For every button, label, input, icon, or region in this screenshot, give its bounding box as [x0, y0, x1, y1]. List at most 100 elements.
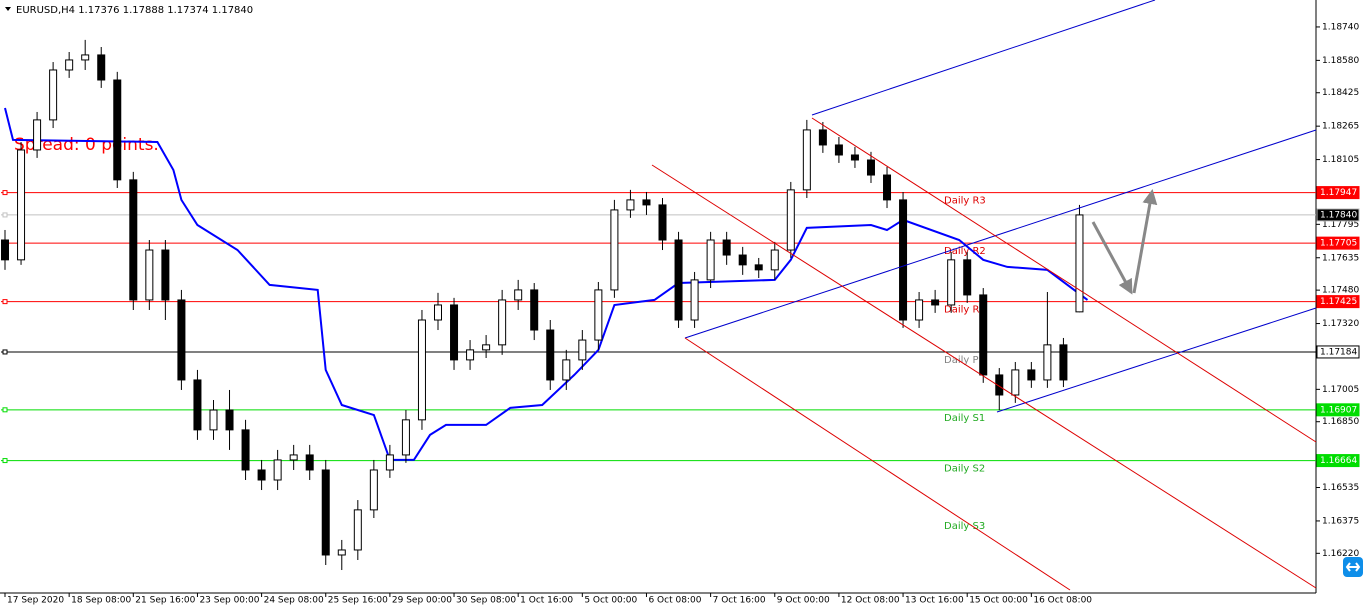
price-box-label: 1.17947 [1320, 188, 1357, 198]
level-marker [2, 349, 8, 355]
candle-body [770, 249, 779, 271]
candle-body [562, 359, 571, 381]
price-box [1316, 403, 1360, 417]
level-marker [2, 190, 8, 196]
candle-body [417, 319, 426, 421]
candle-body [1011, 369, 1020, 396]
candle-body [818, 129, 827, 146]
y-tick-label: 1.18105 [1322, 155, 1359, 165]
candle-body [947, 259, 956, 306]
candle-body [225, 409, 234, 431]
trend-line [811, 0, 1156, 116]
level-marker [2, 212, 8, 218]
y-tick-label: 1.17795 [1322, 220, 1359, 230]
candle-body [931, 299, 940, 306]
candle-body [433, 304, 442, 321]
x-tick-label: 12 Oct 08:00 [841, 596, 900, 606]
candle-body [81, 54, 90, 61]
candle-body [49, 69, 58, 121]
candle-body [177, 299, 186, 381]
candle-body [129, 179, 138, 301]
level-marker [2, 407, 8, 413]
trend-line [651, 164, 1317, 589]
candle-body [866, 159, 875, 176]
candle-body [1059, 344, 1068, 381]
candle-body [193, 379, 202, 431]
candle-body [883, 174, 892, 201]
x-tick-label: 15 Oct 00:00 [969, 596, 1028, 606]
candle-body [65, 59, 74, 71]
y-tick-label: 1.16850 [1322, 417, 1359, 427]
app-icon-glyph [1345, 562, 1361, 572]
candle-body [113, 79, 122, 181]
y-tick-label: 1.16375 [1322, 516, 1359, 526]
price-box [1316, 208, 1360, 222]
x-tick-label: 5 Oct 00:00 [584, 596, 637, 606]
y-tick-label: 1.17480 [1322, 286, 1359, 296]
candle-body [321, 469, 330, 556]
pivot-label: Daily S2 [944, 464, 985, 475]
candle-body [674, 239, 683, 321]
trend-line [684, 337, 1071, 591]
candle-body [17, 149, 26, 261]
candle-body [305, 454, 314, 471]
price-box-label: 1.16664 [1320, 456, 1357, 466]
x-tick-label: 18 Sep 08:00 [71, 596, 131, 606]
candle-body [706, 239, 715, 281]
level-marker [2, 458, 8, 464]
candle-body [1043, 344, 1052, 381]
candle-body [369, 469, 378, 511]
candle-body [850, 154, 859, 161]
candle-body [241, 429, 250, 471]
candle-body [786, 189, 795, 251]
candle-body [161, 249, 170, 301]
pivot-label: Daily R1 [944, 305, 986, 316]
candle-body [482, 344, 491, 351]
trend-line [684, 129, 1317, 339]
y-tick-label: 1.17005 [1322, 385, 1359, 395]
y-tick-label: 1.18740 [1322, 22, 1359, 32]
arrow [1132, 189, 1158, 294]
pivot-label: Daily R3 [944, 196, 986, 207]
x-tick-label: 21 Sep 16:00 [135, 596, 195, 606]
candle-body [498, 299, 507, 346]
x-tick-label: 29 Sep 00:00 [392, 596, 452, 606]
x-tick-label: 6 Oct 08:00 [648, 596, 701, 606]
price-box-label: 1.16907 [1320, 405, 1357, 415]
candle-body [401, 419, 410, 456]
candle-body [273, 459, 282, 481]
candle-body [642, 199, 651, 206]
x-tick-label: 7 Oct 16:00 [713, 596, 766, 606]
candle-body [979, 294, 988, 376]
candle-body [546, 329, 555, 381]
title-marker [5, 7, 11, 11]
y-tick-label: 1.17320 [1322, 319, 1359, 329]
candle-body [754, 264, 763, 271]
candle-body [610, 209, 619, 291]
y-tick-label: 1.18265 [1322, 122, 1359, 132]
y-tick-label: 1.17635 [1322, 253, 1359, 263]
pivot-label: Daily R2 [944, 246, 986, 257]
price-box-label: 1.17425 [1320, 297, 1357, 307]
candle-body [337, 549, 346, 556]
trend-line [996, 307, 1317, 413]
candle-body [209, 409, 218, 431]
candle-body [289, 454, 298, 461]
x-tick-label: 24 Sep 08:00 [264, 596, 324, 606]
candle-body [33, 119, 42, 151]
candle-body [97, 54, 106, 81]
candle-body [385, 454, 394, 471]
price-box-label: 1.17705 [1320, 239, 1357, 249]
candle-body [145, 249, 154, 301]
candle-body [915, 299, 924, 321]
candle-body [995, 374, 1004, 396]
x-tick-label: 23 Sep 00:00 [199, 596, 259, 606]
x-tick-label: 1 Oct 16:00 [520, 596, 573, 606]
candle-body [353, 509, 362, 551]
candle-body [514, 289, 523, 301]
level-marker [2, 299, 8, 305]
candle-body [530, 289, 539, 331]
price-box [1316, 236, 1360, 250]
